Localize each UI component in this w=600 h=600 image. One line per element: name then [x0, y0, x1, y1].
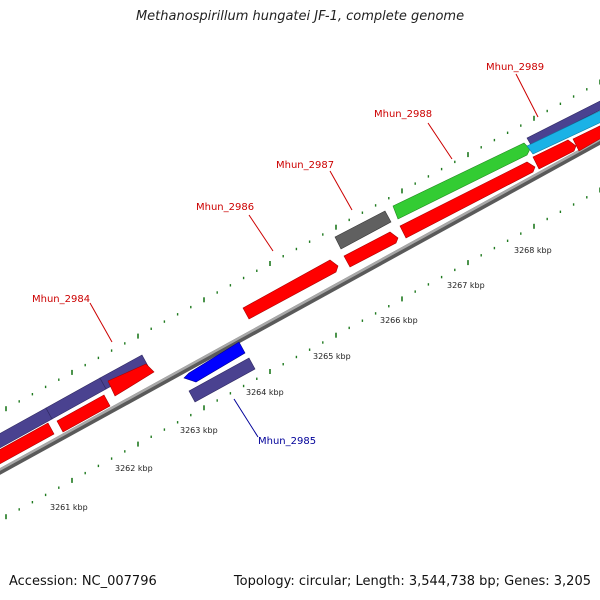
gene-label-mhun-2988[interactable]: Mhun_2988	[374, 109, 432, 120]
scale-labels: 3261 kbp 3262 kbp 3263 kbp 3264 kbp 3265…	[50, 246, 552, 512]
scale-label-3266: 3266 kbp	[380, 316, 418, 325]
cds-red-right-2[interactable]	[572, 121, 600, 152]
gene-labels: Mhun_2984 Mhun_2985 Mhun_2986 Mhun_2987 …	[32, 62, 544, 447]
cds-green-mhun-2988[interactable]	[392, 142, 531, 220]
cds-red-left-1[interactable]	[0, 422, 55, 466]
cds-red-mhun-2988[interactable]	[399, 161, 536, 239]
gene-label-mhun-2987[interactable]: Mhun_2987	[276, 160, 334, 171]
scale-label-3263: 3263 kbp	[180, 426, 218, 435]
cds-blue-mhun-2985[interactable]	[183, 341, 246, 383]
cds-gray-mhun-2987[interactable]	[334, 210, 392, 250]
cds-red-left-3[interactable]	[107, 363, 155, 397]
map-title: Methanospirillum hungatei JF-1, complete…	[135, 9, 465, 24]
leader-lines	[89, 73, 539, 438]
scale-label-3265: 3265 kbp	[313, 352, 351, 361]
cds-red-right-1[interactable]	[532, 139, 577, 170]
scale-label-3268: 3268 kbp	[514, 246, 552, 255]
gene-label-mhun-2985[interactable]: Mhun_2985	[258, 436, 316, 447]
genome-summary-text: Topology: circular; Length: 3,544,738 bp…	[233, 574, 591, 589]
tick-marks	[5, 79, 600, 520]
scale-label-3261: 3261 kbp	[50, 503, 88, 512]
cds-cyan-right[interactable]	[526, 106, 600, 155]
genome-backbone	[0, 138, 600, 475]
scale-label-3264: 3264 kbp	[246, 388, 284, 397]
cds-slate-mhun-2985[interactable]	[188, 357, 256, 403]
cds-red-left-2[interactable]	[56, 394, 111, 433]
gene-label-mhun-2989[interactable]: Mhun_2989	[486, 62, 544, 73]
accession-text: Accession: NC_007796	[9, 574, 157, 589]
gene-label-mhun-2986[interactable]: Mhun_2986	[196, 202, 254, 213]
cds-slate-mhun-2989[interactable]	[526, 96, 600, 146]
scale-label-3267: 3267 kbp	[447, 281, 485, 290]
cds-red-mhun-2986[interactable]	[242, 259, 339, 320]
cds-red-near-2987[interactable]	[343, 231, 399, 268]
scale-label-3262: 3262 kbp	[115, 464, 153, 473]
gene-label-mhun-2984[interactable]: Mhun_2984	[32, 294, 90, 305]
cds-features	[0, 96, 600, 466]
